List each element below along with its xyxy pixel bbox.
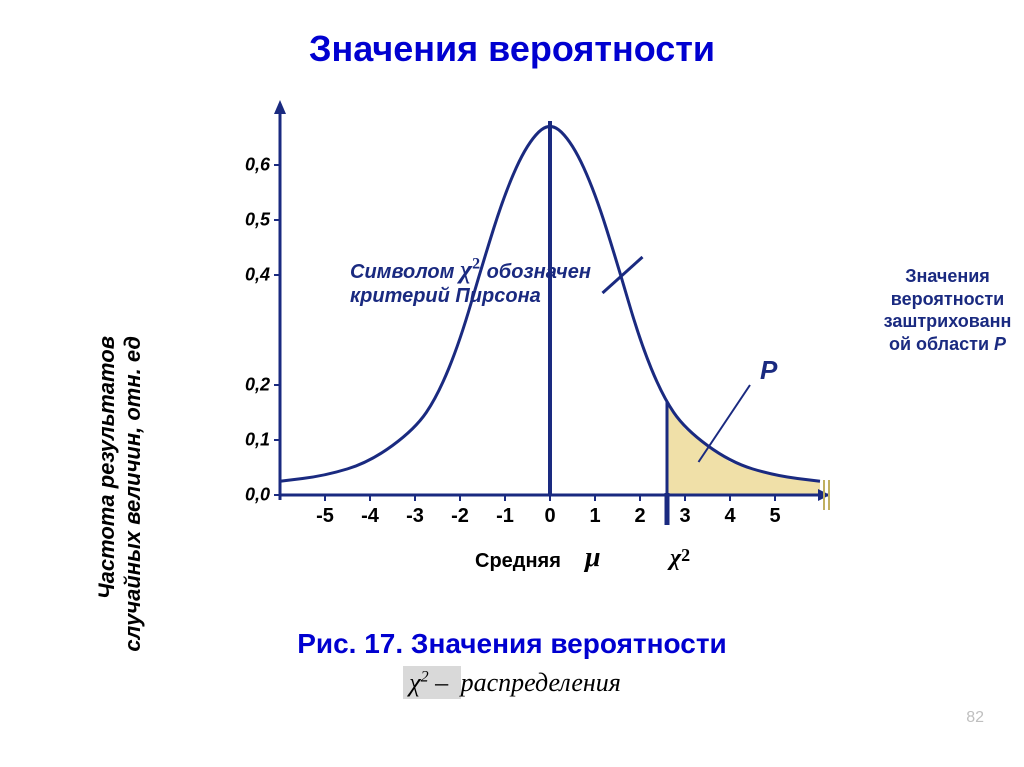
x-tick-label: -1: [496, 505, 514, 528]
page-number: 82: [966, 709, 984, 727]
x-tick-label: -2: [451, 505, 469, 528]
x-tick-label: 0: [544, 505, 555, 528]
figure-caption-sub: χ2 – распределения: [0, 668, 1024, 698]
x-tick-label: 4: [724, 505, 735, 528]
y-axis-label-line1: Частота результатов: [94, 336, 120, 599]
y-tick-label: 0,1: [245, 430, 270, 451]
side-p: P: [994, 334, 1006, 354]
y-tick-label: 0,2: [245, 375, 270, 396]
chi-symbol: χ: [460, 255, 472, 284]
caption-chi-sup: 2: [421, 668, 429, 685]
side-line1: Значения: [905, 266, 990, 286]
chi-annot-after: обозначен: [487, 261, 591, 283]
x-tick-label: 2: [634, 505, 645, 528]
y-tick-label: 0,4: [245, 265, 270, 286]
y-axis-label-line2: случайных величин, отн. ед: [120, 336, 146, 652]
chi2-x-symbol: χ: [670, 545, 681, 571]
x-tick-label: -5: [316, 505, 334, 528]
side-annotation: Значения вероятности заштрихованн ой обл…: [875, 265, 1020, 355]
chi-sup: 2: [472, 255, 480, 272]
page-title: Значения вероятности: [0, 28, 1024, 70]
caption-sub-text: распределения: [461, 668, 621, 697]
chi-annotation: Символом χ2 обозначен критерий Пирсона: [350, 255, 591, 308]
x-tick-label: -4: [361, 505, 379, 528]
caption-dash: –: [429, 668, 455, 697]
caption-chi: χ: [409, 668, 420, 697]
x-tick-label: 3: [679, 505, 690, 528]
mu-symbol: μ: [585, 542, 601, 574]
chi-annot-line2: критерий Пирсона: [350, 285, 541, 307]
y-tick-label: 0,0: [245, 485, 270, 506]
x-tick-label: 5: [769, 505, 780, 528]
caption-text: Рис. 17. Значения вероятности: [297, 628, 727, 659]
x-tick-label: 1: [589, 505, 600, 528]
side-line2: вероятности: [891, 289, 1004, 309]
chart-container: Символом χ2 обозначен критерий Пирсона С…: [220, 100, 880, 530]
figure-caption: Рис. 17. Значения вероятности: [0, 628, 1024, 660]
side-line3: заштрихованн: [884, 311, 1012, 331]
chi-annot-before: Символом: [350, 261, 460, 283]
x-mean-label: Средняя: [475, 550, 561, 573]
title-text: Значения вероятности: [309, 28, 715, 69]
x-tick-label: -3: [406, 505, 424, 528]
side-line4: ой области: [889, 334, 994, 354]
p-label: P: [760, 355, 777, 386]
chi2-x-sup: 2: [681, 545, 690, 565]
y-tick-label: 0,6: [245, 155, 270, 176]
chi2-x-label: χ2: [670, 545, 690, 572]
chart-svg: [220, 100, 880, 530]
y-tick-label: 0,5: [245, 210, 270, 231]
